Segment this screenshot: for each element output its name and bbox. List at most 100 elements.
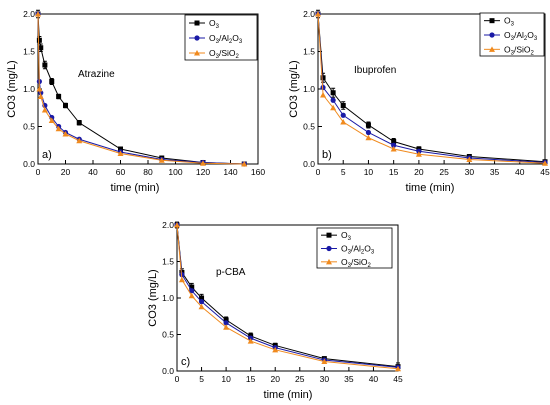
legend-label-part: 2: [368, 263, 372, 269]
legend-label-part: /SiO: [514, 44, 531, 54]
x-axis-label: time (min): [264, 389, 313, 401]
data-point: [48, 117, 55, 123]
data-point: [199, 295, 205, 301]
data-point: [63, 103, 68, 108]
y-tick-label: 1.0: [162, 293, 174, 303]
legend-label: O3/SiO2: [341, 257, 372, 269]
legend-label-part: O: [341, 230, 348, 240]
legend-label-part: /Al: [514, 30, 524, 40]
y-axis-label: CO3 (mg/L): [147, 269, 159, 326]
y-tick-label: 1.5: [303, 47, 315, 57]
y-tick-label: 1.0: [23, 84, 35, 94]
x-tick-label: 45: [540, 167, 550, 177]
legend-label-part: O: [364, 244, 371, 254]
legend-label-part: O: [341, 257, 348, 267]
chart-panel-c: 0 5 10 15 20 25 30 35 40 45 0.0 0.5 1.0 1.5 2.0 time (m…: [147, 220, 403, 401]
x-tick-label: 30: [465, 167, 475, 177]
data-point: [62, 131, 69, 137]
legend-marker: [489, 46, 495, 52]
panel-label: a): [42, 149, 52, 161]
data-point: [56, 94, 62, 99]
x-tick-label: 160: [251, 167, 265, 177]
x-tick-label: 80: [143, 167, 153, 177]
x-tick-label: 25: [439, 167, 449, 177]
legend-label-part: 3: [239, 39, 243, 45]
data-point: [200, 160, 206, 166]
data-point: [320, 92, 327, 98]
legend-label-part: 3: [511, 50, 515, 56]
compound-annotation: Ibuprofen: [354, 65, 396, 76]
data-point: [321, 358, 328, 365]
legend-label-part: /SiO: [351, 257, 368, 267]
data-point: [118, 146, 123, 152]
x-tick-label: 40: [88, 167, 98, 177]
legend-marker: [326, 258, 332, 265]
y-tick-label: 2.0: [303, 9, 315, 19]
x-tick-label: 20: [61, 167, 71, 177]
y-tick-label: 0.5: [23, 122, 35, 132]
x-tick-label: 35: [344, 374, 354, 384]
x-tick-label: 60: [116, 167, 126, 177]
data-point: [42, 62, 48, 68]
data-point: [178, 276, 185, 283]
data-point: [320, 75, 326, 81]
legend-label-part: O: [341, 244, 348, 254]
x-tick-label: 5: [199, 374, 204, 384]
data-point: [223, 320, 229, 326]
compound-annotation: p-CBA: [216, 267, 246, 278]
legend-label-part: 2: [229, 39, 233, 45]
x-tick-label: 100: [168, 167, 182, 177]
legend-marker: [194, 35, 200, 41]
legend-label-part: O: [504, 30, 511, 40]
legend-marker: [194, 20, 200, 26]
y-tick-label: 0.5: [162, 330, 174, 340]
panel-label: c): [181, 356, 190, 368]
legend-label: O3: [209, 18, 220, 30]
legend-marker: [194, 50, 200, 56]
x-tick-label: 15: [389, 167, 399, 177]
legend-label: O3: [341, 230, 352, 242]
data-point: [189, 288, 195, 294]
x-axis-label: time (min): [406, 182, 455, 194]
x-tick-label: 5: [341, 167, 346, 177]
series-2: [174, 222, 401, 372]
y-tick-label: 1.5: [162, 257, 174, 267]
chart-panel-b: 0 5 10 15 20 25 30 35 40 45 0.0 0.5 1.0 1.5 2.0 time (m…: [288, 9, 550, 194]
data-point: [188, 292, 195, 299]
legend-label-part: /Al: [351, 244, 361, 254]
data-point: [189, 284, 195, 290]
data-point: [36, 86, 43, 92]
y-tick-label: 1.5: [23, 47, 35, 57]
x-tick-label: 0: [316, 167, 321, 177]
data-point: [365, 134, 372, 141]
legend-marker: [489, 18, 495, 24]
data-point: [37, 93, 44, 99]
compound-annotation: Atrazine: [78, 69, 115, 80]
data-point: [36, 37, 42, 43]
x-tick-label: 120: [196, 167, 210, 177]
legend-label-part: 2: [524, 36, 528, 42]
legend-label-part: 3: [216, 39, 220, 45]
data-point: [340, 119, 347, 125]
legend-label: O3/Al2O3: [504, 30, 538, 42]
data-point: [330, 104, 337, 111]
y-tick-label: 2.0: [162, 220, 174, 230]
data-point: [330, 90, 336, 96]
legend-label-part: 3: [371, 250, 375, 256]
data-point: [330, 97, 336, 103]
x-tick-label: 35: [490, 167, 500, 177]
x-tick-label: 10: [221, 374, 231, 384]
data-point: [198, 299, 205, 305]
legend-label: O3/SiO2: [504, 44, 535, 56]
data-point: [76, 120, 82, 126]
data-point: [365, 122, 371, 128]
y-tick-label: 0.0: [303, 159, 315, 169]
data-point: [41, 107, 48, 113]
legend-label-part: O: [209, 18, 216, 28]
x-tick-label: 0: [36, 167, 41, 177]
x-tick-label: 15: [246, 374, 256, 384]
x-tick-label: 20: [414, 167, 424, 177]
